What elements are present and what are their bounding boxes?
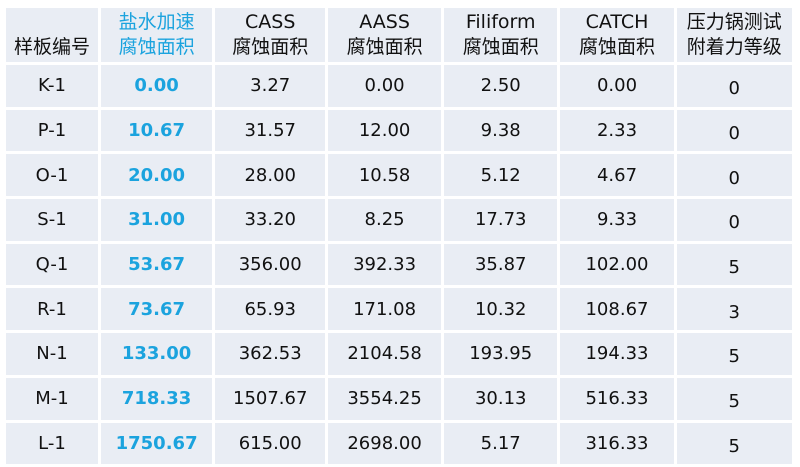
table-cell: 0 bbox=[673, 196, 796, 244]
table-cell: 5 bbox=[673, 330, 796, 378]
table-cell: N-1 bbox=[3, 330, 101, 378]
table-row: K-1 0.00 3.27 0.00 2.50 0.00 0 bbox=[3, 62, 796, 110]
column-header: CATCH 腐蚀面积 bbox=[557, 5, 677, 65]
table-row: R-1 73.67 65.93 171.08 10.32 108.67 3 bbox=[3, 285, 796, 334]
table-cell: 53.67 bbox=[97, 240, 216, 289]
table-cell: 5 bbox=[673, 240, 796, 289]
header-line: 压力锅测试 bbox=[686, 11, 782, 33]
table-cell: 31.57 bbox=[212, 106, 329, 155]
table-cell: P-1 bbox=[3, 106, 101, 155]
table-cell: R-1 bbox=[3, 285, 101, 334]
table-cell: 362.53 bbox=[212, 330, 329, 378]
table-cell: 8.25 bbox=[325, 196, 444, 244]
table-row: M-1 718.33 1507.67 3554.25 30.13 516.33 5 bbox=[3, 374, 796, 423]
table-cell: 5 bbox=[673, 419, 796, 467]
table-cell: 2.50 bbox=[440, 62, 561, 110]
table-cell: 193.95 bbox=[440, 330, 561, 378]
table-cell: 356.00 bbox=[212, 240, 329, 289]
table-cell: 0 bbox=[673, 151, 796, 200]
table-cell: 615.00 bbox=[212, 419, 329, 467]
table-cell: 10.58 bbox=[325, 151, 444, 200]
header-line: 样板编号 bbox=[13, 36, 90, 58]
table-row: Q-1 53.67 356.00 392.33 35.87 102.00 5 bbox=[3, 240, 796, 289]
table-cell: 9.33 bbox=[557, 196, 677, 244]
table-cell: 65.93 bbox=[212, 285, 329, 334]
table-cell: S-1 bbox=[3, 196, 101, 244]
header-line: 盐水加速 bbox=[118, 11, 195, 33]
table-cell: 133.00 bbox=[97, 330, 216, 378]
table-cell: 20.00 bbox=[97, 151, 216, 200]
header-line: 腐蚀面积 bbox=[232, 36, 309, 58]
table-cell: 2.33 bbox=[557, 106, 677, 155]
table-cell: 0.00 bbox=[557, 62, 677, 110]
corrosion-table: 样板编号 盐水加速 腐蚀面积 CASS 腐蚀面积 AASS 腐蚀面积 Filiform 腐蚀面积… bbox=[3, 5, 796, 467]
table-cell: M-1 bbox=[3, 374, 101, 423]
column-header: Filiform 腐蚀面积 bbox=[440, 5, 561, 65]
table-cell: 12.00 bbox=[325, 106, 444, 155]
column-header: 样板编号 bbox=[3, 5, 101, 65]
table-cell: 5.12 bbox=[440, 151, 561, 200]
table-cell: 3554.25 bbox=[325, 374, 444, 423]
table-cell: O-1 bbox=[3, 151, 101, 200]
header-line: Filiform bbox=[465, 11, 536, 33]
table-cell: 0.00 bbox=[325, 62, 444, 110]
table-cell: 10.67 bbox=[97, 106, 216, 155]
header-line: 腐蚀面积 bbox=[578, 36, 655, 58]
table-cell: 28.00 bbox=[212, 151, 329, 200]
table-cell: Q-1 bbox=[3, 240, 101, 289]
table-row: P-1 10.67 31.57 12.00 9.38 2.33 0 bbox=[3, 106, 796, 155]
table-cell: 17.73 bbox=[440, 196, 561, 244]
header-line: 腐蚀面积 bbox=[118, 36, 195, 58]
table-cell: 3 bbox=[673, 285, 796, 334]
table-row: N-1 133.00 362.53 2104.58 193.95 194.33 5 bbox=[3, 330, 796, 378]
header-line: CATCH bbox=[585, 11, 649, 33]
table-cell: 0.00 bbox=[97, 62, 216, 110]
table-cell: 5 bbox=[673, 374, 796, 423]
table-cell: 171.08 bbox=[325, 285, 444, 334]
table-cell: 4.67 bbox=[557, 151, 677, 200]
table-cell: L-1 bbox=[3, 419, 101, 467]
table-cell: 9.38 bbox=[440, 106, 561, 155]
table-cell: 31.00 bbox=[97, 196, 216, 244]
table-cell: 1507.67 bbox=[212, 374, 329, 423]
table-cell: 10.32 bbox=[440, 285, 561, 334]
table-cell: 102.00 bbox=[557, 240, 677, 289]
table-cell: 35.87 bbox=[440, 240, 561, 289]
header-line: 附着力等级 bbox=[686, 36, 782, 58]
table-body: K-1 0.00 3.27 0.00 2.50 0.00 0 P-1 10.67 31.57 12.… bbox=[3, 62, 796, 467]
table-cell: 33.20 bbox=[212, 196, 329, 244]
header-line: CASS bbox=[245, 11, 296, 33]
table-cell: 3.27 bbox=[212, 62, 329, 110]
table-cell: 718.33 bbox=[97, 374, 216, 423]
table-cell: 194.33 bbox=[557, 330, 677, 378]
table-cell: 2104.58 bbox=[325, 330, 444, 378]
table-cell: 30.13 bbox=[440, 374, 561, 423]
table-cell: 392.33 bbox=[325, 240, 444, 289]
header-line: AASS bbox=[359, 11, 410, 33]
table-cell: K-1 bbox=[3, 62, 101, 110]
header-line: 腐蚀面积 bbox=[462, 36, 539, 58]
table-row: L-1 1750.67 615.00 2698.00 5.17 316.33 5 bbox=[3, 419, 796, 467]
table-cell: 5.17 bbox=[440, 419, 561, 467]
table-cell: 2698.00 bbox=[325, 419, 444, 467]
column-header: CASS 腐蚀面积 bbox=[212, 5, 329, 65]
column-header: AASS 腐蚀面积 bbox=[325, 5, 444, 65]
table-cell: 73.67 bbox=[97, 285, 216, 334]
table-cell: 1750.67 bbox=[97, 419, 216, 467]
table-cell: 108.67 bbox=[557, 285, 677, 334]
table-cell: 516.33 bbox=[557, 374, 677, 423]
table-cell: 0 bbox=[673, 62, 796, 110]
table-cell: 0 bbox=[673, 106, 796, 155]
header-row: 样板编号 盐水加速 腐蚀面积 CASS 腐蚀面积 AASS 腐蚀面积 Filiform 腐蚀面积… bbox=[3, 5, 796, 65]
column-header: 压力锅测试附着力等级 bbox=[673, 5, 796, 65]
table-row: O-1 20.00 28.00 10.58 5.12 4.67 0 bbox=[3, 151, 796, 200]
header-line: 腐蚀面积 bbox=[346, 36, 423, 58]
table-cell: 316.33 bbox=[557, 419, 677, 467]
table-row: S-1 31.00 33.20 8.25 17.73 9.33 0 bbox=[3, 196, 796, 244]
column-header: 盐水加速 腐蚀面积 bbox=[97, 5, 216, 65]
